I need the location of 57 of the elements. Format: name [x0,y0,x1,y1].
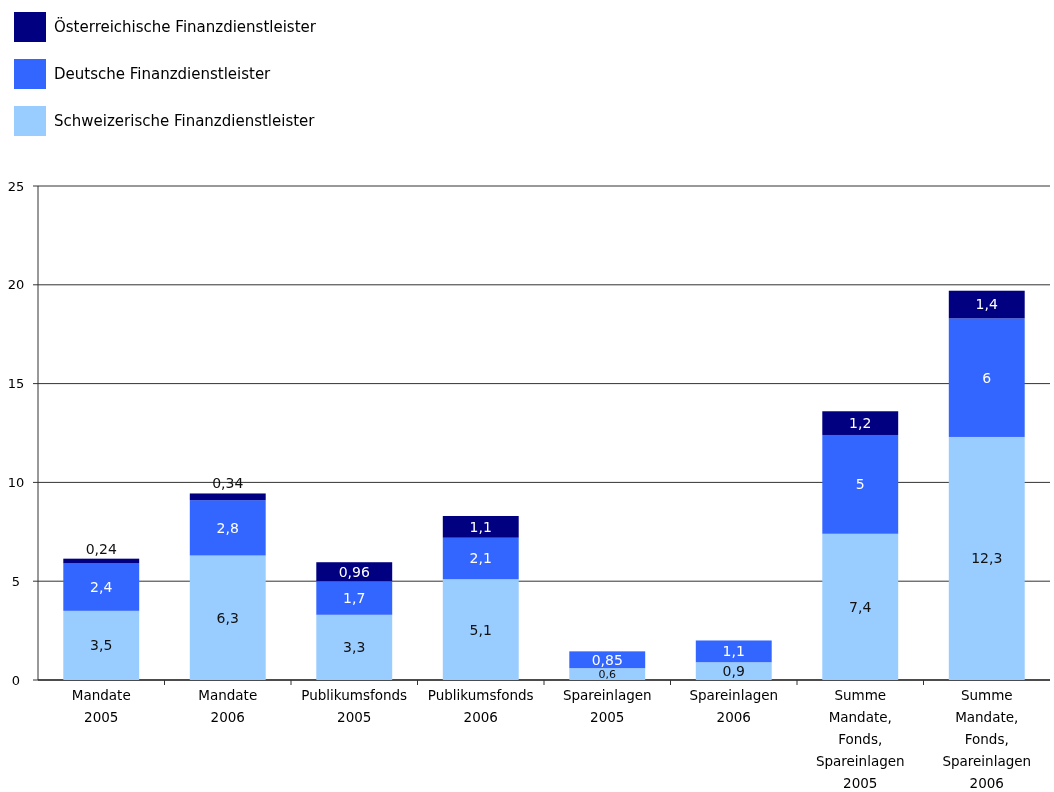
bar [569,668,646,680]
data-label: 3,3 [343,639,366,656]
x-tick-label: Mandate 2006 [198,687,258,725]
data-label: 6,3 [216,609,239,626]
y-tick-label: 5 [11,573,21,589]
legend-label: Deutsche Finanzdienstleister [54,65,272,84]
data-label: 2,8 [216,519,239,536]
data-label: 0,24 [85,540,117,557]
bar [948,290,1025,319]
bar [189,493,266,501]
y-tick-label: 0 [11,672,21,688]
data-label: 0,96 [338,563,370,580]
data-label: 1,2 [849,415,872,432]
data-label: 1,1 [722,643,745,660]
bar [316,614,393,680]
data-label: 2,1 [469,550,492,567]
bar [442,515,519,538]
data-label: 5,1 [469,621,492,638]
data-label: 0,85 [591,651,623,668]
data-label: 7,4 [849,598,872,615]
bar [695,640,772,663]
data-label: 3,5 [90,637,113,654]
bar [63,563,140,611]
x-tick-label: Mandate 2005 [71,687,131,725]
legend-label: Schweizerische Finanzdienstleister [54,112,316,131]
y-tick-label: 20 [7,277,25,293]
bar [695,662,772,680]
data-label: 1,1 [469,518,492,535]
bar [822,411,899,435]
y-tick-label: 10 [7,474,25,490]
bar [822,434,899,534]
x-tick-label: Summe Mandate, Fonds, Spareinlagen 2005 [815,687,905,791]
bar [442,579,519,680]
x-tick-label: Spareinlagen 2005 [562,687,652,725]
data-label: 2,4 [90,579,113,596]
bar [189,555,266,680]
bar [189,500,266,556]
bar [442,537,519,580]
data-label: 12,3 [971,550,1003,567]
legend-label: Österreichische Finanzdienstleister [54,17,317,37]
y-tick-label: 25 [7,178,25,194]
bar [948,318,1025,437]
bar [822,533,899,680]
data-label: 6 [982,369,992,386]
y-tick-label: 15 [7,376,25,392]
x-tick-label: Publikumsfonds 2006 [427,687,534,725]
x-tick-label: Summe Mandate, Fonds, Spareinlagen 2006 [942,687,1032,791]
bar [316,581,393,615]
data-label: 1,7 [343,589,366,606]
data-label: 5 [855,476,865,493]
bar [63,610,140,680]
data-label: 0,9 [722,663,745,680]
x-tick-label: Publikumsfonds 2005 [301,687,408,725]
x-tick-label: Spareinlagen 2006 [689,687,779,725]
data-label: 0,6 [598,667,616,681]
bar [948,436,1025,680]
data-label: 1,4 [975,296,998,313]
